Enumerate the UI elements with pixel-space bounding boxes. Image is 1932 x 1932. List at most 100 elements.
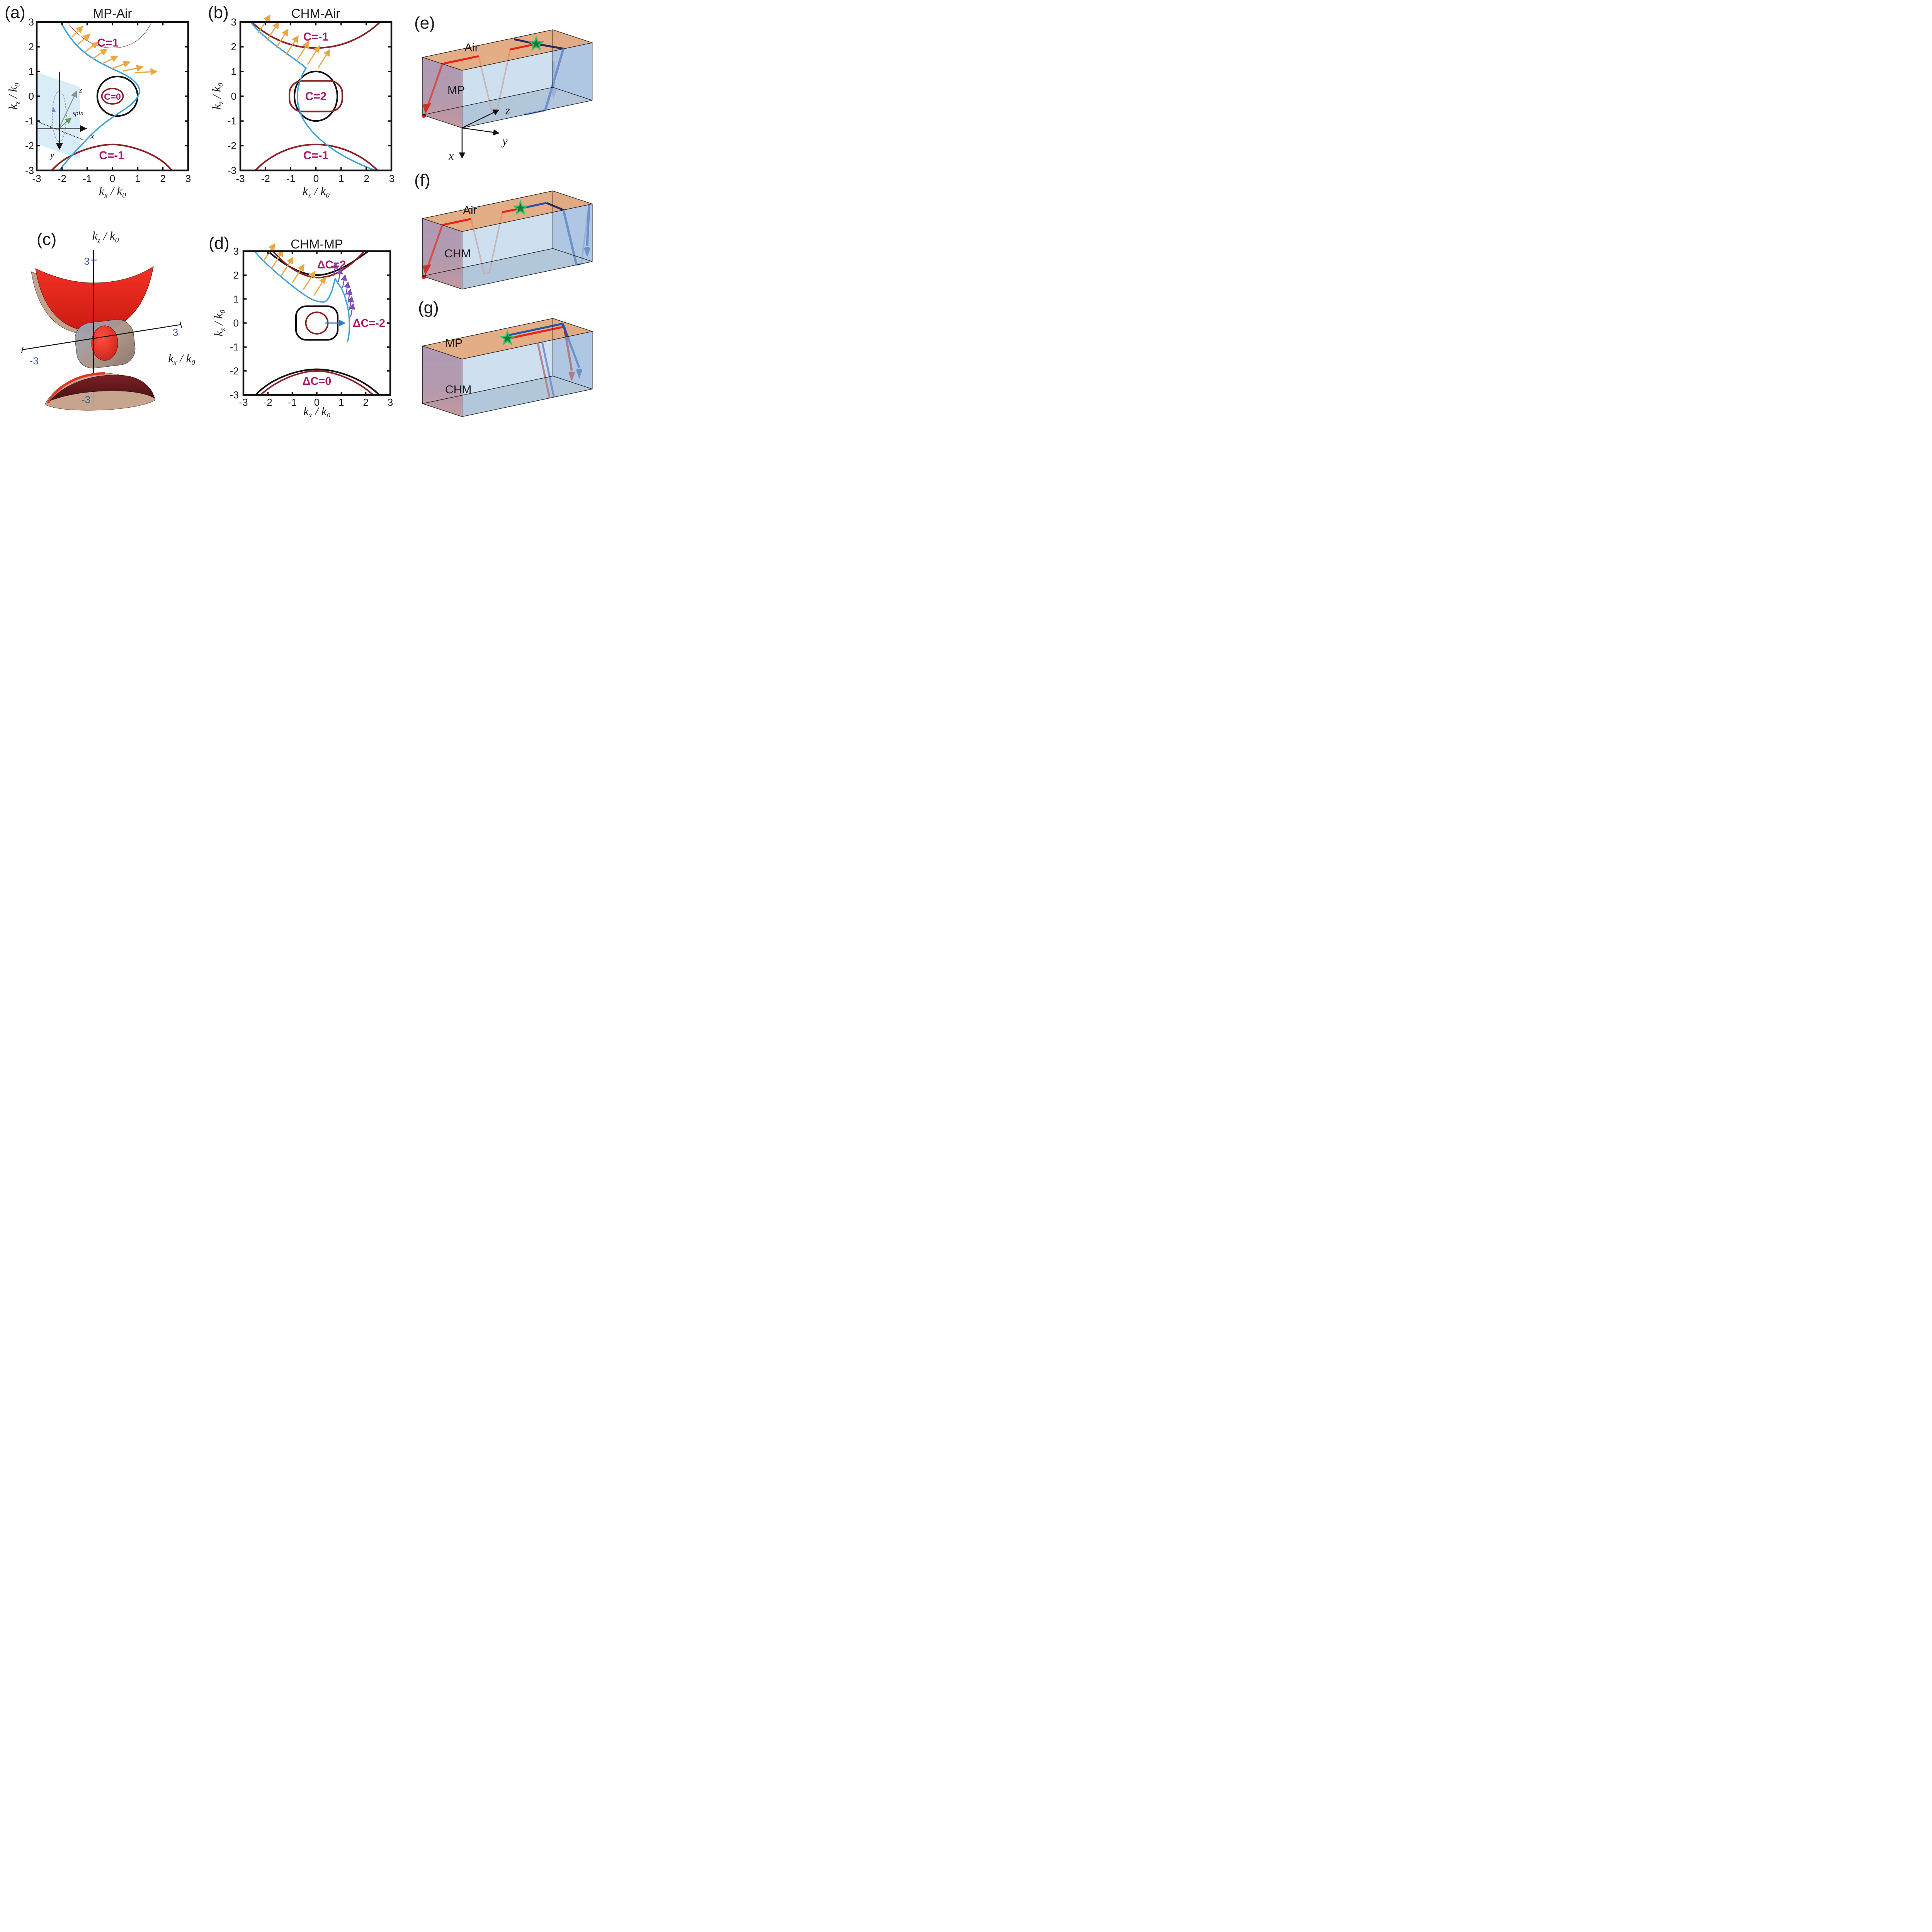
tick-label: 0 [233,317,239,329]
tick-label: 3 [233,245,239,257]
tick-label: -3 [32,173,41,184]
ticks-bottom [268,391,366,395]
panel-a-plot: z spin x y [37,22,188,170]
chm-pocket-maroon [306,312,328,334]
mp-band-lower-black [256,369,379,395]
tick-label: -2 [227,140,236,151]
inset-plane [37,72,80,159]
tick-label: 3 [387,396,393,408]
chern-label-top: C=1 [97,37,119,49]
kx-axis-line [22,324,181,350]
delta-label-right: ΔC=-2 [353,317,385,330]
velocity-arrows [258,15,330,68]
box-top-face [422,29,592,71]
chm-band-lower-maroon [260,371,373,395]
tick-label: -2 [25,140,34,151]
tick-label: 0 [231,90,236,102]
surface-state-curve [250,22,375,170]
panel-g-left-material: CHM [445,383,472,396]
tick-label: -3 [239,396,248,408]
toroid-red-core [91,325,118,361]
panel-c-horizontal-axis-label: kx / k0 [168,351,195,367]
panel-a: (a) MP-Air kz / k0 3 2 1 0 -1 -2 -3 -3 -2 -1 0 1 2 3… [0,0,218,211]
inset-dashed-line [39,122,83,140]
tick-label: -1 [230,341,239,353]
panel-e-left-material: MP [447,84,465,97]
panel-b-yticks: 3 2 1 0 -1 -2 -3 [219,17,236,176]
panel-d-yticks: 3 2 1 0 -1 -2 -3 [222,246,239,400]
cap-red-sliver [47,372,105,404]
tick-label: -3 [236,173,245,184]
chern-label-mid: C=0 [104,92,121,102]
tick-label: 3 [28,16,34,28]
panel-a-yticks: 3 2 1 0 -1 -2 -3 [17,17,34,176]
panel-a-letter: (a) [5,3,26,22]
tick-label: 0 [313,173,319,184]
kx-right-tick-label: 3 [173,327,178,338]
inset-z-axis [59,90,77,129]
inset-ellipse-arrowhead [51,107,56,113]
air-ellipse [294,71,337,121]
panel-c-vertical-axis-label: kz / k0 [92,229,119,245]
tick-label: 1 [338,396,344,408]
tick-label: -2 [57,173,66,184]
delta-label-top: ΔC=2 [317,259,346,271]
chern-label-bot: C=-1 [303,149,328,162]
tick-label: 1 [233,293,239,305]
purple-arrows [333,262,355,317]
tick-label: -2 [263,396,272,408]
velocity-arrows [263,244,326,295]
inner-band-rounded-rect [289,81,342,111]
tick-label: -2 [261,173,270,184]
panel-f-top-material: Air [463,204,477,217]
inset-spin-arrow [59,118,71,129]
panel-b-title: CHM-Air [291,6,340,20]
surface-state-curve [255,251,350,342]
panel-b: (b) CHM-Air kz / k0 3 2 1 0 -1 -2 -3 -3 -2 -1 0 1 2… [205,0,406,211]
ticks-top [265,22,366,26]
surface-state-curve [60,22,139,170]
kx-left-tick-label: -3 [29,355,38,367]
tick-label: -3 [25,165,34,176]
ticks-bottom [265,167,366,170]
ticks-right [185,47,188,146]
box-left-face [422,57,462,128]
panel-b-plot: C=-1 C=2 C=-1 [240,22,391,170]
panel-e-letter: (e) [414,14,435,32]
figure-canvas: (a) MP-Air kz / k0 3 2 1 0 -1 -2 -3 -3 -2 -1 0 1 2 3… [0,0,598,417]
z-axis-label: z [505,104,510,117]
tick-label: 1 [28,66,34,77]
tick-label: -3 [227,165,236,176]
tick-label: 1 [338,173,344,184]
tick-label: -3 [230,389,239,401]
tick-label: -1 [83,173,92,184]
red-exit-arrow [422,224,444,279]
tick-label: 2 [363,396,369,408]
panel-e-top-material: Air [464,41,479,54]
ticks-right [388,47,391,146]
tick-label: 0 [28,90,34,102]
box-edges [421,190,594,290]
panel-d-title: CHM-MP [291,237,343,251]
bulk-band-lower-curve [52,145,172,170]
kx-axis-ticks [21,321,182,353]
delta-label-bot: ΔC=0 [303,375,332,388]
inset-y-label: y [49,151,54,160]
tick-label: 0 [314,396,320,408]
box-left-face [422,346,462,417]
tick-label: 2 [233,269,239,281]
panel-d-xticks: -3 -2 -1 0 1 2 3 [235,396,399,408]
tick-label: 2 [364,173,369,184]
panel-e: (e) [410,10,598,168]
tick-label: 0 [109,173,116,184]
ticks-left [240,47,244,146]
box-front-face [462,43,592,128]
tick-label: 3 [185,173,191,184]
panel-a-inset: z spin x y [37,72,94,160]
panel-g: (g) MP CHM [410,298,598,417]
panel-g-box [421,318,594,417]
panel-f-left-material: CHM [444,247,471,260]
box-edges [422,29,594,128]
panel-f: (f) [410,170,598,298]
ticks-top [62,22,163,26]
